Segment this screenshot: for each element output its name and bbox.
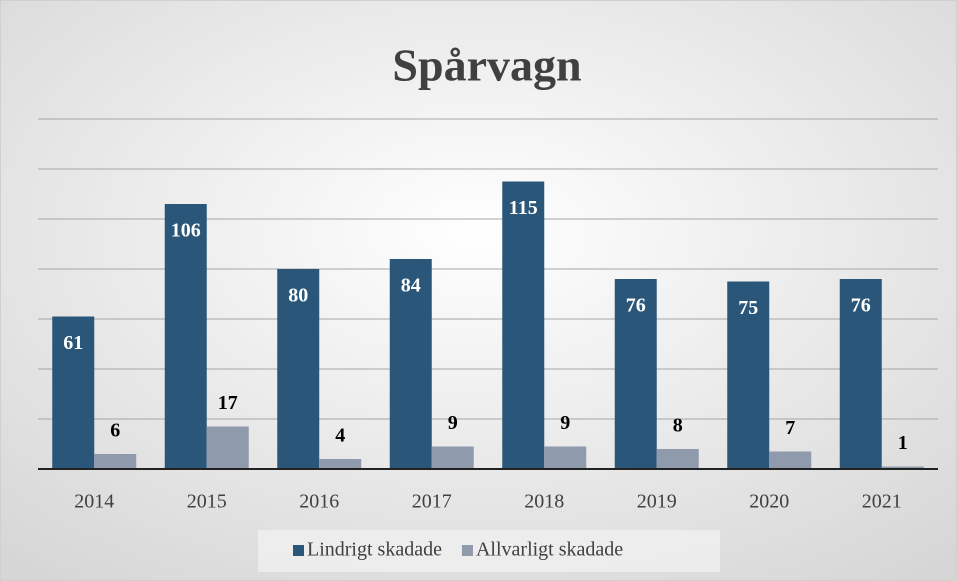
data-label: 9	[448, 412, 458, 434]
data-label: 17	[218, 392, 238, 414]
bar	[839, 279, 882, 469]
x-tick-label: 2016	[299, 491, 339, 513]
data-label: 6	[110, 420, 120, 442]
data-label: 61	[63, 332, 83, 354]
x-tick-label: 2017	[412, 491, 452, 513]
bar	[769, 451, 812, 469]
bar	[881, 466, 924, 469]
bar	[656, 449, 699, 469]
data-label: 80	[288, 285, 308, 307]
data-label: 84	[401, 275, 421, 297]
data-label: 1	[898, 432, 908, 454]
bar	[94, 454, 137, 469]
x-tick-label: 2019	[637, 491, 677, 513]
bar	[431, 446, 474, 469]
bar	[319, 459, 362, 469]
data-label: 9	[560, 412, 570, 434]
data-label: 76	[851, 295, 871, 317]
bar	[206, 426, 249, 469]
bar	[277, 269, 320, 469]
chart-title: Spårvagn	[392, 40, 581, 91]
x-tick-label: 2015	[187, 491, 227, 513]
x-tick-label: 2018	[524, 491, 564, 513]
bar	[502, 181, 545, 469]
legend-box	[258, 530, 720, 572]
x-tick-label: 2021	[862, 491, 902, 513]
data-label: 106	[171, 220, 201, 242]
legend-swatch	[461, 545, 473, 556]
bar	[52, 316, 95, 469]
data-label: 8	[673, 415, 683, 437]
x-tick-label: 2020	[749, 491, 789, 513]
legend-swatch	[293, 545, 304, 556]
bar	[164, 204, 207, 469]
legend-label: Allvarligt skadade	[476, 539, 623, 561]
data-label: 115	[509, 197, 538, 219]
data-label: 4	[335, 425, 345, 447]
bar	[544, 446, 587, 469]
legend-label: Lindrigt skadade	[307, 539, 442, 561]
bar	[727, 281, 770, 469]
data-label: 76	[626, 295, 646, 317]
data-label: 7	[785, 417, 795, 439]
data-label: 75	[738, 297, 758, 319]
x-tick-label: 2014	[74, 491, 114, 513]
bar	[614, 279, 657, 469]
bar	[389, 259, 432, 469]
